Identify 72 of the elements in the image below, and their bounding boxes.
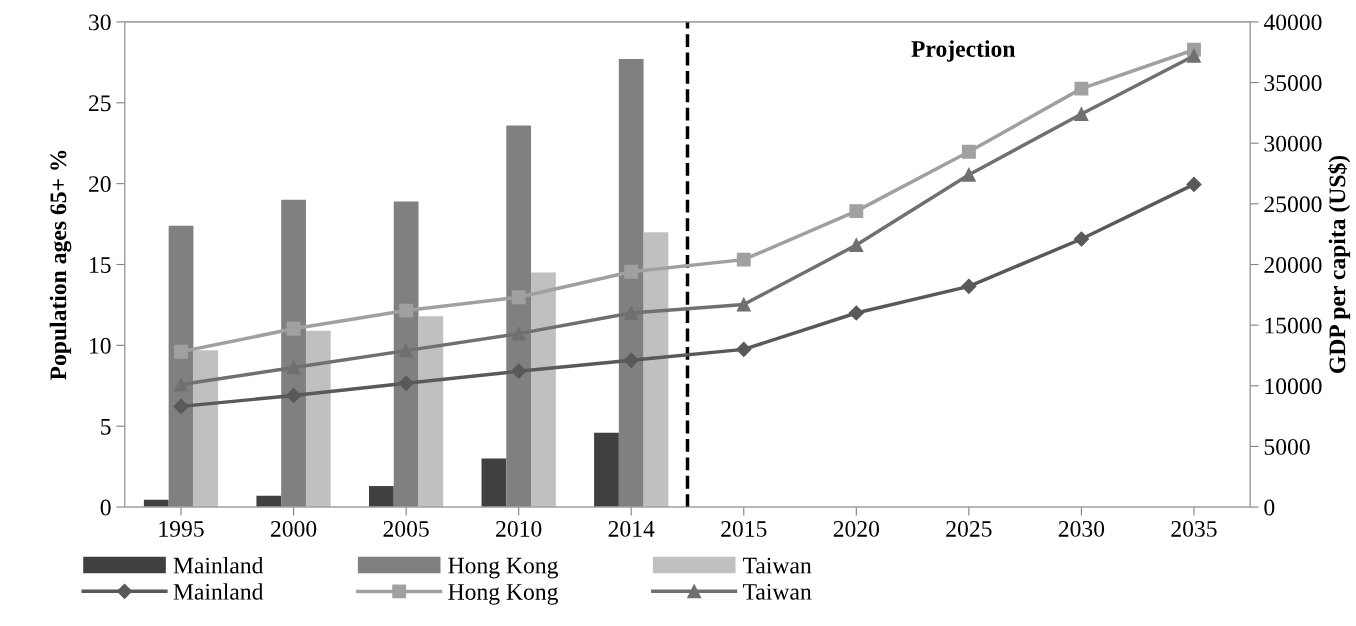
y2-tick-label: 30000 — [1264, 135, 1322, 152]
y-tick-label: 15 — [90, 257, 111, 273]
y2-tick-label: 15000 — [1265, 317, 1322, 334]
point — [736, 341, 752, 357]
x-tick-label: 2000 — [271, 520, 317, 537]
x-tick-label: 2010 — [496, 520, 542, 537]
point — [736, 252, 751, 267]
bar — [281, 199, 306, 508]
point — [848, 305, 864, 321]
y2-tick-label: 0 — [1264, 499, 1275, 516]
point — [1073, 231, 1089, 247]
x-tick-label: 2035 — [1171, 520, 1217, 537]
bar — [368, 486, 394, 508]
y-tick-label: 20 — [88, 176, 111, 193]
legend-label: Taiwan — [743, 557, 812, 574]
x-tick-label: 2015 — [721, 520, 767, 537]
point — [511, 290, 526, 305]
bar — [506, 125, 532, 508]
point — [1074, 107, 1089, 122]
point — [1074, 81, 1089, 96]
point — [286, 321, 301, 336]
point — [173, 398, 189, 414]
bar — [418, 316, 444, 508]
x-tick-label: 2005 — [383, 520, 429, 537]
bar — [305, 330, 331, 508]
y-tick-label: 0 — [100, 499, 111, 516]
x-tick-label: 1995 — [159, 521, 204, 537]
point — [1187, 48, 1201, 63]
y-tick-label: 10 — [90, 337, 111, 354]
y2-tick-label: 40000 — [1263, 14, 1322, 31]
point — [624, 264, 639, 279]
bar — [168, 225, 194, 508]
y2-tick-label: 10000 — [1265, 378, 1322, 395]
legend-label: Hong Kong — [448, 584, 558, 605]
y-tick-label: 25 — [88, 95, 111, 112]
point — [1186, 176, 1202, 193]
point — [961, 278, 977, 294]
x-tick-label: 2030 — [1058, 520, 1105, 537]
bar — [643, 232, 669, 508]
y2-axis-title: GDP per capita (US$) — [1328, 155, 1351, 373]
legend-label: Taiwan — [743, 583, 812, 600]
bar — [193, 350, 219, 508]
legend-label: Mainland — [173, 556, 264, 574]
legend-label: Hong Kong — [448, 557, 558, 579]
point — [961, 167, 976, 182]
y-tick-label: 30 — [89, 14, 111, 31]
annotation: Projection — [911, 40, 1016, 62]
point — [174, 344, 188, 359]
point — [961, 144, 976, 159]
point — [623, 352, 639, 368]
point — [849, 204, 864, 219]
point — [511, 363, 527, 379]
bar — [618, 59, 644, 508]
y2-tick-label: 35000 — [1264, 75, 1322, 91]
legend-label: Mainland — [173, 583, 264, 600]
x-tick-label: 2020 — [833, 520, 880, 537]
y-axis-title: Population ages 65+ % — [49, 150, 72, 381]
x-tick-label: 2014 — [608, 520, 655, 537]
bar — [481, 458, 507, 508]
bar — [594, 432, 619, 508]
point — [849, 238, 864, 253]
bar — [393, 201, 419, 508]
y2-tick-label: 5000 — [1264, 438, 1310, 455]
y-tick-label: 5 — [101, 418, 111, 435]
bar — [531, 272, 556, 508]
point — [736, 297, 751, 312]
x-tick-label: 2025 — [946, 520, 992, 537]
y2-tick-label: 25000 — [1264, 196, 1322, 213]
y2-tick-label: 20000 — [1264, 256, 1322, 273]
point — [399, 303, 414, 318]
point — [286, 387, 302, 404]
point — [398, 375, 414, 391]
